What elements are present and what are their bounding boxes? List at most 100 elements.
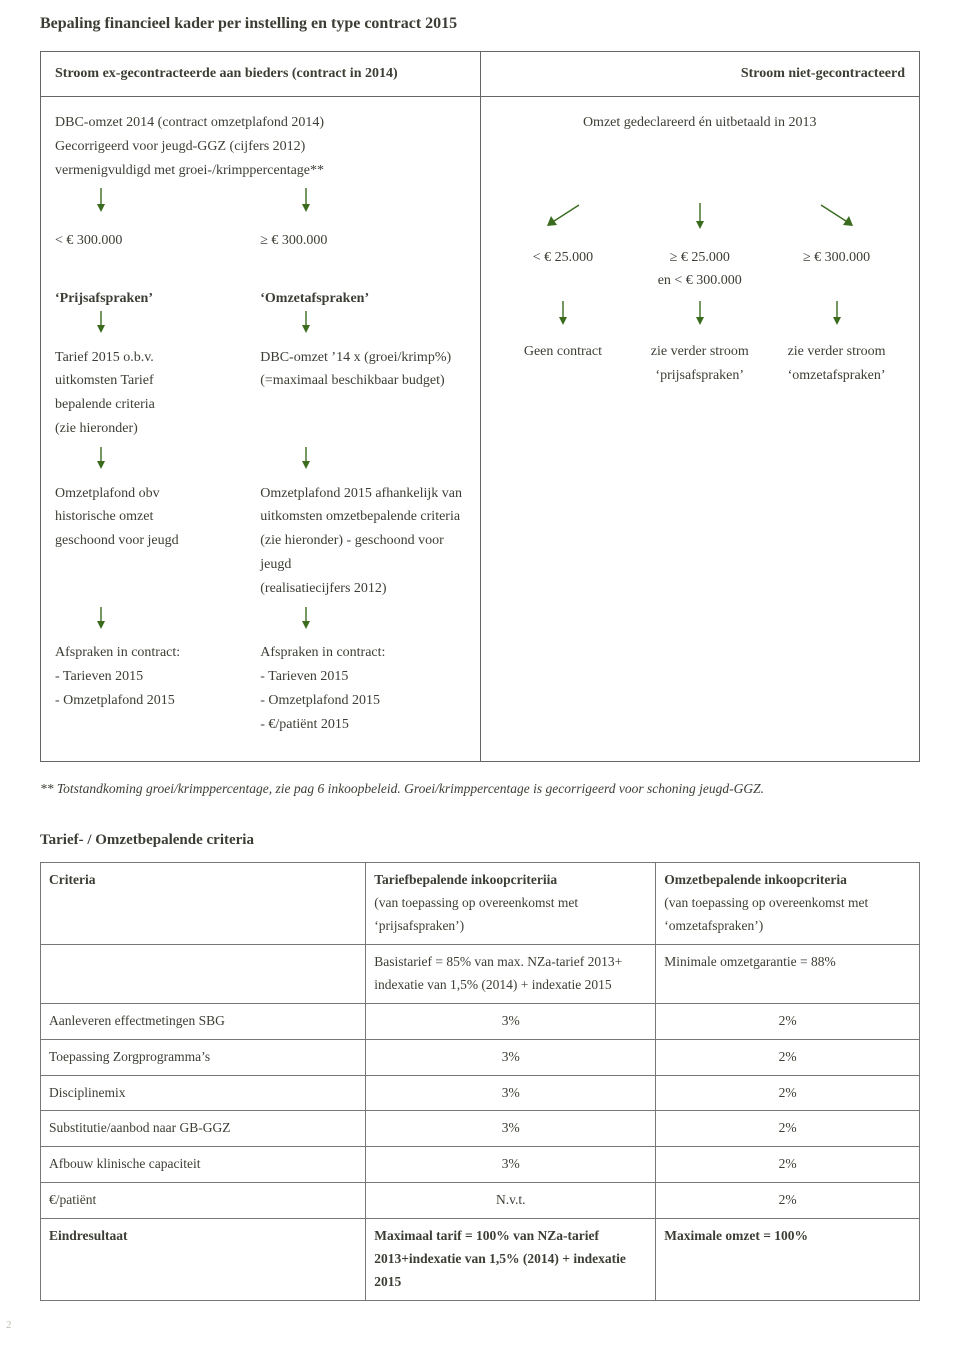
col-omzet: Omzetbepalende inkoopcriteria (van toepa… xyxy=(656,862,920,944)
text: (=maximaal beschikbaar budget) xyxy=(260,369,465,393)
text: Tarief 2015 o.b.v. xyxy=(55,346,260,370)
intro-line: Gecorrigeerd voor jeugd-GGZ (cijfers 201… xyxy=(55,135,466,159)
footnote: ** Totstandkoming groei/krimppercentage,… xyxy=(40,778,920,801)
page-title: Bepaling financieel kader per instelling… xyxy=(40,10,920,37)
arrow-down-icon xyxy=(631,301,768,334)
table-final-row: Eindresultaat Maximaal tarif = 100% van … xyxy=(41,1219,920,1301)
arrow-down-icon xyxy=(95,322,107,337)
intro-line: DBC-omzet 2014 (contract omzetplafond 20… xyxy=(55,111,466,135)
threshold-high: ≥ € 300.000 xyxy=(260,229,465,253)
result-sub: ‘omzetafspraken’ xyxy=(772,364,901,388)
arrow-down-icon xyxy=(95,618,107,633)
threshold: ≥ € 300.000 xyxy=(772,246,901,270)
col-tarief: Tariefbepalende inkoopcriteriia (van toe… xyxy=(366,862,656,944)
arrow-down-icon xyxy=(95,458,107,473)
branch-prijs-step1: Tarief 2015 o.b.v. uitkomsten Tarief bep… xyxy=(55,346,260,441)
criteria-tarief: 3% xyxy=(366,1111,656,1147)
criteria-omzet: 2% xyxy=(656,1003,920,1039)
text: Omzetbepalende inkoopcriteria xyxy=(664,872,847,887)
arrow-down-icon xyxy=(300,458,312,473)
text: - Tarieven 2015 xyxy=(260,665,465,689)
criteria-omzet: 2% xyxy=(656,1075,920,1111)
criteria-tarief: 3% xyxy=(366,1039,656,1075)
left-body: DBC-omzet 2014 (contract omzetplafond 20… xyxy=(41,97,480,761)
page-number: 2 xyxy=(6,1316,12,1335)
branch-omzet-title: ‘Omzetafspraken’ xyxy=(260,287,465,311)
stream-not-contracted: Stroom niet-gecontracteerd Omzet gedecla… xyxy=(481,52,920,760)
text: Tariefbepalende inkoopcriteriia xyxy=(374,872,557,887)
text: (zie hieronder) - geschoond voor jeugd xyxy=(260,529,465,577)
text: historische omzet xyxy=(55,505,260,529)
result: zie verder stroom xyxy=(772,340,901,364)
table-header-row: Criteria Tariefbepalende inkoopcriteriia… xyxy=(41,862,920,944)
criteria-omzet: 2% xyxy=(656,1039,920,1075)
result-sub: ‘prijsafspraken’ xyxy=(635,364,764,388)
table-row: Substitutie/aanbod naar GB-GGZ 3% 2% xyxy=(41,1111,920,1147)
intro-line: vermenigvuldigd met groei-/krimppercenta… xyxy=(55,159,466,183)
text: (zie hieronder) xyxy=(55,417,260,441)
text: - Omzetplafond 2015 xyxy=(260,689,465,713)
branch-omzet-step3: Afspraken in contract: - Tarieven 2015 -… xyxy=(260,641,465,736)
arrow-down-right-icon xyxy=(768,203,905,238)
text: Omzetplafond 2015 afhankelijk van xyxy=(260,482,465,506)
criteria-name: Toepassing Zorgprogramma’s xyxy=(41,1039,366,1075)
text: - Tarieven 2015 xyxy=(55,665,260,689)
table-row: Afbouw klinische capaciteit 3% 2% xyxy=(41,1147,920,1183)
branch-prijs-title: ‘Prijsafspraken’ xyxy=(55,287,260,311)
right-top-text: Omzet gedeclareerd én uitbetaald in 2013 xyxy=(495,111,906,135)
criteria-tarief: 3% xyxy=(366,1147,656,1183)
criteria-table: Criteria Tariefbepalende inkoopcriteriia… xyxy=(40,862,920,1301)
final-tarief: Maximaal tarif = 100% van NZa-tarief 201… xyxy=(366,1219,656,1301)
text: uitkomsten Tarief xyxy=(55,369,260,393)
criteria-name: €/patiënt xyxy=(41,1183,366,1219)
threshold: < € 25.000 xyxy=(499,246,628,270)
criteria-name: Aanleveren effectmetingen SBG xyxy=(41,1003,366,1039)
criteria-tarief: 3% xyxy=(366,1075,656,1111)
result: zie verder stroom xyxy=(635,340,764,364)
threshold-low: < € 300.000 xyxy=(55,229,260,253)
result: Geen contract xyxy=(499,340,628,364)
criteria-tarief: 3% xyxy=(366,1003,656,1039)
text: bepalende criteria xyxy=(55,393,260,417)
baseline-tarief: Basistarief = 85% van max. NZa-tarief 20… xyxy=(366,944,656,1003)
right-header: Stroom niet-gecontracteerd xyxy=(481,52,920,97)
criteria-name: Disciplinemix xyxy=(41,1075,366,1111)
text: Afspraken in contract: xyxy=(260,641,465,665)
text: geschoond voor jeugd xyxy=(55,529,260,553)
branch-omzet-step2: Omzetplafond 2015 afhankelijk van uitkom… xyxy=(260,482,465,601)
branch-prijs-step3: Afspraken in contract: - Tarieven 2015 -… xyxy=(55,641,260,736)
baseline-omzet: Minimale omzetgarantie = 88% xyxy=(656,944,920,1003)
text: - €/patiënt 2015 xyxy=(260,713,465,737)
diagram: Stroom ex-gecontracteerde aan bieders (c… xyxy=(40,51,920,761)
criteria-omzet: 2% xyxy=(656,1147,920,1183)
table-row: Disciplinemix 3% 2% xyxy=(41,1075,920,1111)
text: Omzetplafond obv xyxy=(55,482,260,506)
criteria-name: Afbouw klinische capaciteit xyxy=(41,1147,366,1183)
col-criteria: Criteria xyxy=(41,862,366,944)
table-row: Aanleveren effectmetingen SBG 3% 2% xyxy=(41,1003,920,1039)
branch-prijs-step2: Omzetplafond obv historische omzet gesch… xyxy=(55,482,260,601)
table-row: €/patiënt N.v.t. 2% xyxy=(41,1183,920,1219)
text: uitkomsten omzetbepalende criteria xyxy=(260,505,465,529)
page: Bepaling financieel kader per instelling… xyxy=(0,10,960,1341)
criteria-title: Tarief- / Omzetbepalende criteria xyxy=(40,828,920,854)
text: Afspraken in contract: xyxy=(55,641,260,665)
right-body: Omzet gedeclareerd én uitbetaald in 2013 xyxy=(481,97,920,715)
criteria-name: Substitutie/aanbod naar GB-GGZ xyxy=(41,1111,366,1147)
stream-contracted: Stroom ex-gecontracteerde aan bieders (c… xyxy=(41,52,481,760)
text: DBC-omzet ’14 x (groei/krimp%) xyxy=(260,346,465,370)
left-header: Stroom ex-gecontracteerde aan bieders (c… xyxy=(41,52,480,97)
arrow-down-icon xyxy=(300,322,312,337)
arrow-down-icon xyxy=(631,203,768,238)
threshold-sub: en < € 300.000 xyxy=(635,269,764,293)
threshold: ≥ € 25.000 xyxy=(635,246,764,270)
text: (realisatiecijfers 2012) xyxy=(260,577,465,601)
final-label: Eindresultaat xyxy=(41,1219,366,1301)
arrow-down-icon xyxy=(495,301,632,334)
text: (van toepassing op overeenkomst met ‘omz… xyxy=(664,895,868,933)
arrow-down-left-icon xyxy=(495,203,632,238)
arrow-down-icon xyxy=(300,618,312,633)
text: - Omzetplafond 2015 xyxy=(55,689,260,713)
arrow-down-icon xyxy=(95,201,107,216)
text: (van toepassing op overeenkomst met ‘pri… xyxy=(374,895,578,933)
